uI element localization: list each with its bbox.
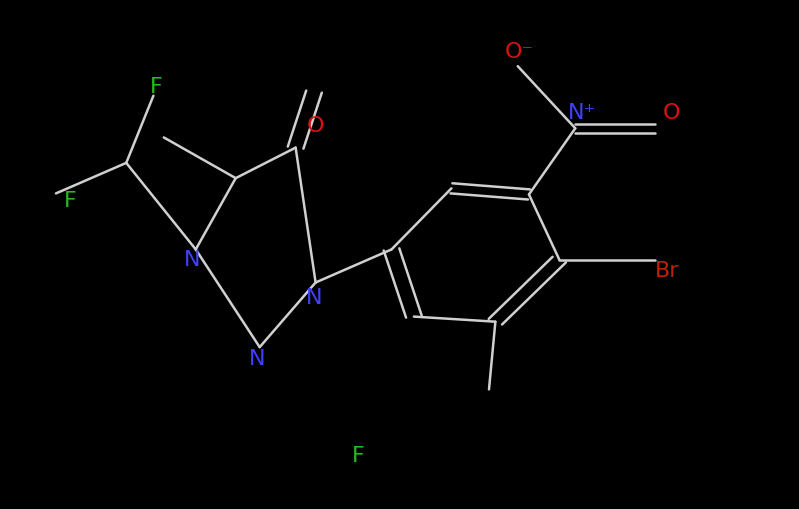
Text: F: F bbox=[64, 191, 77, 211]
Text: F: F bbox=[352, 445, 364, 466]
Text: N: N bbox=[249, 349, 265, 369]
Text: O: O bbox=[662, 103, 680, 123]
Text: N⁺: N⁺ bbox=[567, 103, 596, 123]
Text: O⁻: O⁻ bbox=[505, 42, 534, 62]
Text: O: O bbox=[307, 116, 324, 136]
Text: N: N bbox=[306, 288, 322, 308]
Text: Br: Br bbox=[655, 261, 679, 281]
Text: F: F bbox=[149, 76, 162, 97]
Text: N: N bbox=[184, 249, 200, 270]
